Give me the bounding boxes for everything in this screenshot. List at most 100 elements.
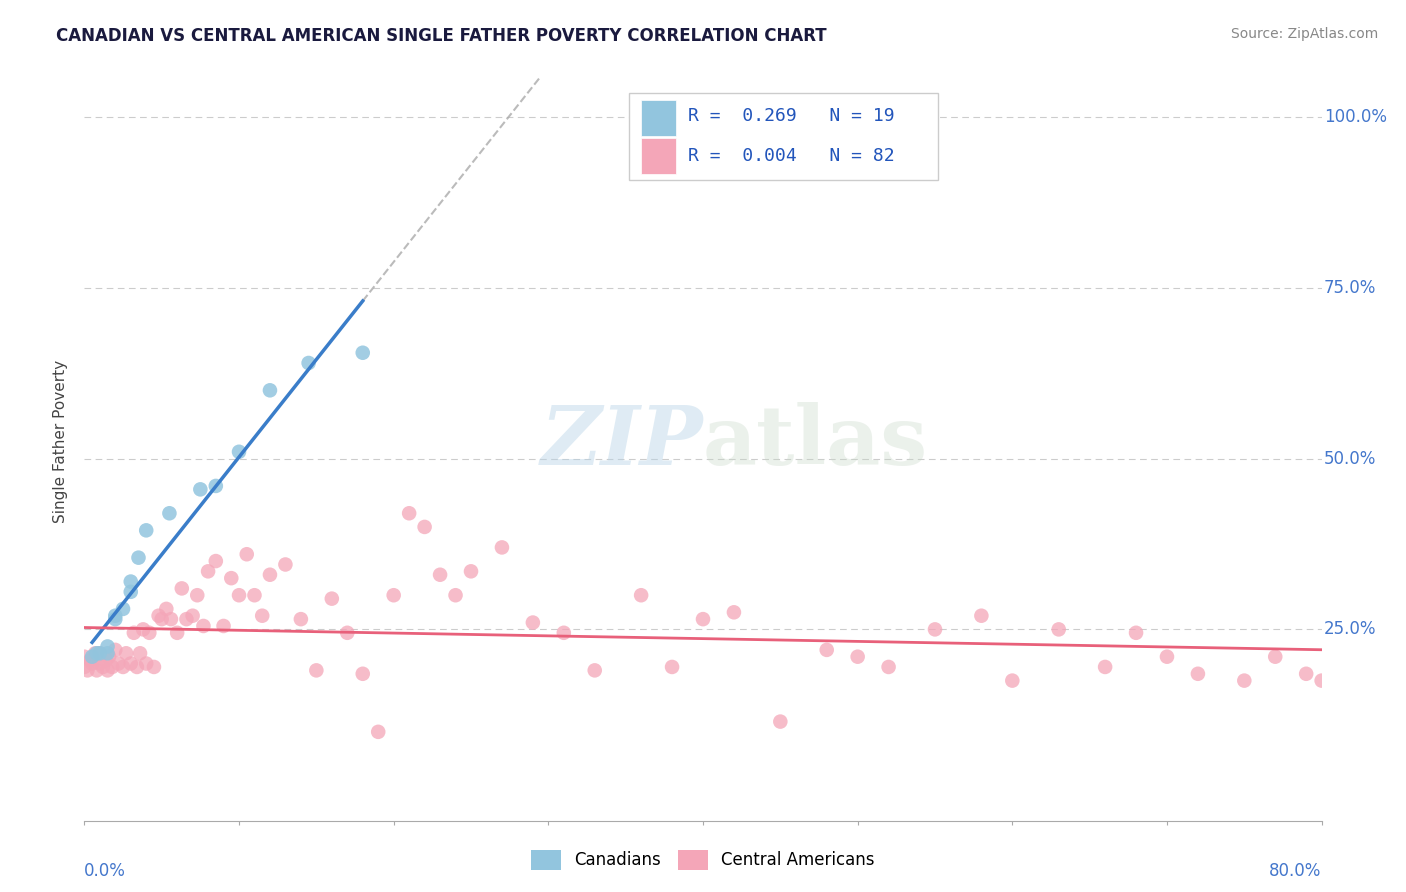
Point — [120, 584, 142, 599]
Point — [321, 591, 343, 606]
Point — [1156, 649, 1178, 664]
Point — [205, 554, 228, 568]
Point — [132, 623, 155, 637]
Point — [297, 356, 319, 370]
Text: Source: ZipAtlas.com: Source: ZipAtlas.com — [1230, 27, 1378, 41]
Point — [661, 660, 683, 674]
Text: 50.0%: 50.0% — [1324, 450, 1376, 467]
Point — [89, 657, 111, 671]
Text: atlas: atlas — [703, 401, 928, 482]
Point — [367, 724, 389, 739]
Point — [84, 646, 107, 660]
Text: 0.0%: 0.0% — [84, 862, 127, 880]
Point — [723, 605, 745, 619]
Point — [382, 588, 405, 602]
Point — [135, 657, 157, 671]
Point — [205, 479, 228, 493]
Legend: Canadians, Central Americans: Canadians, Central Americans — [524, 843, 882, 877]
Point — [91, 660, 114, 674]
Point — [522, 615, 544, 630]
Point — [120, 574, 142, 589]
Point — [82, 657, 104, 671]
Point — [120, 657, 142, 671]
Point — [197, 564, 219, 578]
Point — [170, 582, 193, 596]
Point — [877, 660, 900, 674]
Point — [79, 653, 101, 667]
Point — [104, 608, 127, 623]
Point — [160, 612, 183, 626]
Point — [76, 664, 98, 678]
Point — [176, 612, 198, 626]
Point — [1001, 673, 1024, 688]
Point — [193, 619, 215, 633]
Point — [129, 646, 152, 660]
Point — [125, 660, 148, 674]
Point — [429, 567, 451, 582]
FancyBboxPatch shape — [641, 137, 676, 174]
Text: ZIP: ZIP — [540, 401, 703, 482]
Point — [143, 660, 166, 674]
Point — [228, 444, 250, 458]
Point — [107, 657, 129, 671]
Point — [274, 558, 297, 572]
Point — [413, 520, 436, 534]
Point — [155, 602, 177, 616]
Text: R =  0.269   N = 19: R = 0.269 N = 19 — [688, 106, 894, 125]
Point — [82, 649, 104, 664]
Point — [96, 640, 118, 654]
Point — [150, 612, 173, 626]
Y-axis label: Single Father Poverty: Single Father Poverty — [53, 360, 69, 523]
Point — [112, 660, 135, 674]
Point — [104, 643, 127, 657]
Point — [181, 608, 204, 623]
Point — [89, 646, 111, 660]
Point — [86, 646, 108, 660]
FancyBboxPatch shape — [628, 93, 938, 180]
Point — [336, 625, 359, 640]
Point — [1233, 673, 1256, 688]
Text: R =  0.004   N = 82: R = 0.004 N = 82 — [688, 146, 894, 165]
Point — [219, 571, 242, 585]
Point — [1047, 623, 1070, 637]
Point — [104, 612, 127, 626]
Point — [1094, 660, 1116, 674]
Point — [122, 625, 145, 640]
Point — [159, 506, 180, 520]
Point — [398, 506, 420, 520]
Point — [305, 664, 328, 678]
Text: 80.0%: 80.0% — [1270, 862, 1322, 880]
Point — [583, 664, 606, 678]
Point — [352, 666, 374, 681]
Point — [846, 649, 869, 664]
Point — [491, 541, 513, 555]
Text: 75.0%: 75.0% — [1324, 279, 1376, 297]
Point — [235, 547, 259, 561]
Point — [1264, 649, 1286, 664]
Point — [188, 483, 211, 497]
Point — [148, 608, 170, 623]
Point — [259, 567, 281, 582]
Point — [290, 612, 312, 626]
Point — [73, 660, 96, 674]
Point — [101, 660, 124, 674]
FancyBboxPatch shape — [641, 100, 676, 136]
Point — [186, 588, 208, 602]
Point — [112, 602, 135, 616]
Point — [1187, 666, 1209, 681]
Point — [460, 564, 482, 578]
Point — [1310, 673, 1333, 688]
Point — [228, 588, 250, 602]
Point — [89, 646, 111, 660]
Point — [1295, 666, 1317, 681]
Point — [259, 384, 281, 398]
Point — [692, 612, 714, 626]
Point — [970, 608, 993, 623]
Point — [769, 714, 792, 729]
Point — [243, 588, 266, 602]
Point — [94, 653, 117, 667]
Text: 25.0%: 25.0% — [1324, 620, 1376, 639]
Point — [98, 649, 121, 664]
Point — [96, 646, 118, 660]
Point — [250, 608, 273, 623]
